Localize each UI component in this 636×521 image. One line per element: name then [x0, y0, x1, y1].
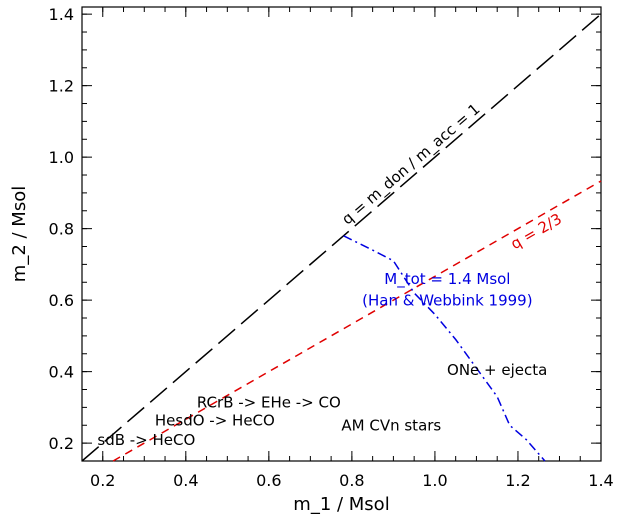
y-tick-label: 1.0: [49, 148, 74, 167]
x-tick-label: 1.4: [588, 471, 613, 490]
annotation-label: HesdO -> HeCO: [155, 411, 275, 429]
x-tick-label: 1.0: [422, 471, 447, 490]
y-tick-label: 1.4: [49, 5, 74, 24]
annotation-label: ONe + ejecta: [447, 361, 547, 379]
x-axis-label: m_1 / Msol: [293, 494, 389, 515]
x-tick-label: 0.4: [173, 471, 198, 490]
y-tick-label: 0.4: [49, 363, 74, 382]
y-tick-label: 0.8: [49, 220, 74, 239]
annotation-label: M_tot = 1.4 Msol: [384, 270, 510, 289]
x-tick-label: 1.2: [505, 471, 530, 490]
series-line-dash-dot: [343, 235, 546, 462]
plot-frame: [81, 6, 602, 462]
y-axis-label: m_2 / Msol: [9, 186, 30, 282]
annotation-label: sdB -> HeCO: [97, 431, 195, 449]
x-tick-label: 0.6: [256, 471, 281, 490]
annotation-label: q = 2/3: [508, 210, 565, 253]
annotation-label: RCrB -> EHe -> CO: [197, 393, 341, 411]
x-tick-label: 0.2: [90, 471, 115, 490]
x-tick-label: 0.8: [339, 471, 364, 490]
series-line-long-dash: [81, 13, 602, 462]
y-tick-label: 1.2: [49, 77, 74, 96]
series-line-dash: [112, 180, 602, 462]
y-tick-label: 0.2: [49, 434, 74, 453]
annotation-label: AM CVn stars: [341, 417, 441, 435]
y-tick-label: 0.6: [49, 291, 74, 310]
annotation-label: q = m_don / m_acc = 1: [338, 100, 484, 229]
annotation-label: (Han & Webbink 1999): [362, 291, 532, 309]
